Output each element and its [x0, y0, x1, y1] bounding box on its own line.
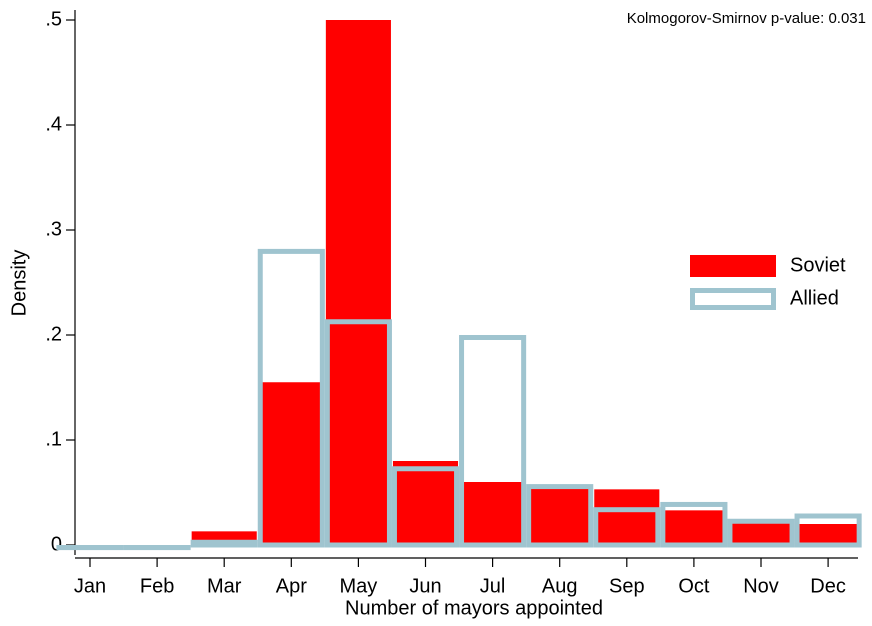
y-tick-label: .2: [45, 323, 62, 345]
bar: [325, 20, 391, 545]
y-axis-title: Density: [8, 250, 30, 317]
y-tick-label: 0: [51, 533, 62, 555]
bar-outline: [257, 248, 325, 548]
bar-outline: [727, 518, 795, 548]
x-tick-label: Mar: [207, 575, 242, 597]
annotation: Kolmogorov-Smirnov p-value: 0.031: [627, 10, 866, 27]
bar: [258, 382, 324, 545]
bar: [594, 489, 660, 545]
bar-outline: [794, 513, 862, 548]
bar: [527, 487, 593, 545]
y-tick-label: .5: [45, 8, 62, 30]
y-tick-label: .1: [45, 428, 62, 450]
bar-outline: [526, 484, 594, 548]
bar-outline: [459, 335, 527, 548]
bar-outline: [391, 466, 460, 548]
x-tick-label: Feb: [140, 575, 174, 597]
x-tick-label: Jan: [74, 575, 106, 597]
bar: [460, 482, 526, 545]
bar-outline: [593, 507, 661, 548]
legend-swatch: [690, 288, 776, 310]
x-tick-label: Sep: [609, 575, 645, 597]
bar: [392, 461, 459, 545]
legend-swatch: [690, 255, 776, 277]
x-tick-label: May: [340, 575, 378, 597]
x-tick-label: Aug: [542, 575, 578, 597]
bar: [795, 524, 861, 545]
x-axis-title: Number of mayors appointed: [345, 597, 603, 619]
x-tick-label: Jul: [480, 575, 506, 597]
bar-outline: [660, 501, 728, 548]
bar: [728, 520, 794, 545]
x-tick-label: Jun: [409, 575, 441, 597]
y-tick-label: .4: [45, 113, 62, 135]
bar-outline: [324, 319, 392, 548]
x-tick-label: Dec: [810, 575, 846, 597]
x-tick-label: Nov: [743, 575, 779, 597]
legend-label: Soviet: [790, 254, 846, 276]
bar: [661, 510, 727, 545]
x-tick-label: Oct: [678, 575, 710, 597]
legend-label: Allied: [790, 287, 839, 309]
y-tick-label: .3: [45, 218, 62, 240]
bar-outline: [190, 539, 258, 548]
x-tick-label: Apr: [276, 575, 307, 597]
